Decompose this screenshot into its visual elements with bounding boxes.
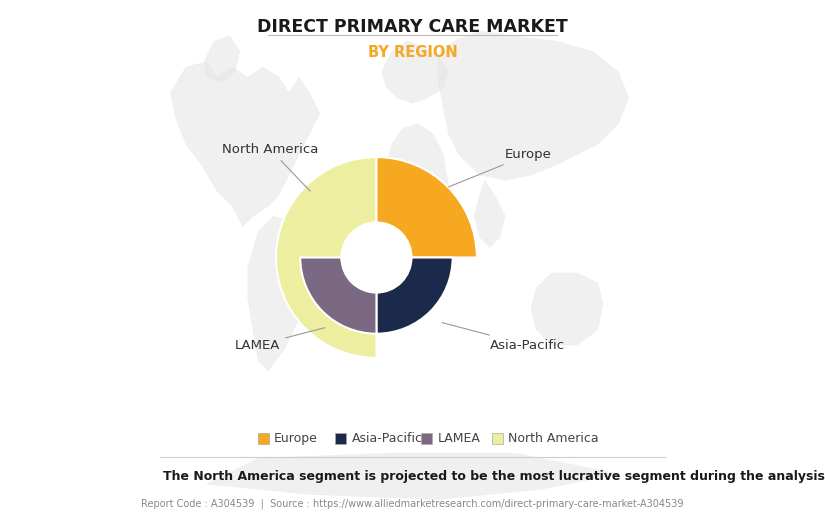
Polygon shape bbox=[171, 62, 320, 227]
Wedge shape bbox=[276, 157, 376, 358]
Polygon shape bbox=[248, 216, 314, 371]
Polygon shape bbox=[438, 31, 629, 180]
Text: Europe: Europe bbox=[449, 148, 552, 187]
Polygon shape bbox=[382, 124, 449, 288]
Text: DIRECT PRIMARY CARE MARKET: DIRECT PRIMARY CARE MARKET bbox=[257, 18, 568, 36]
FancyBboxPatch shape bbox=[421, 433, 432, 444]
Text: North America: North America bbox=[222, 143, 318, 191]
FancyBboxPatch shape bbox=[492, 433, 503, 444]
Polygon shape bbox=[531, 273, 603, 345]
Text: Asia-Pacific: Asia-Pacific bbox=[351, 432, 422, 445]
Text: North America: North America bbox=[508, 432, 599, 445]
Text: BY REGION: BY REGION bbox=[368, 45, 457, 60]
Polygon shape bbox=[204, 36, 240, 82]
Text: Europe: Europe bbox=[274, 432, 318, 445]
FancyBboxPatch shape bbox=[257, 433, 269, 444]
Text: The North America segment is projected to be the most lucrative segment during t: The North America segment is projected t… bbox=[163, 470, 825, 483]
Text: Asia-Pacific: Asia-Pacific bbox=[442, 322, 565, 352]
FancyBboxPatch shape bbox=[335, 433, 346, 444]
Wedge shape bbox=[300, 258, 376, 334]
Text: LAMEA: LAMEA bbox=[437, 432, 480, 445]
Circle shape bbox=[342, 222, 412, 293]
Polygon shape bbox=[474, 180, 505, 247]
Polygon shape bbox=[206, 453, 619, 500]
Wedge shape bbox=[376, 258, 453, 334]
Wedge shape bbox=[376, 157, 477, 258]
Polygon shape bbox=[382, 41, 449, 103]
Text: LAMEA: LAMEA bbox=[235, 328, 325, 352]
Text: Report Code : A304539  |  Source : https://www.alliedmarketresearch.com/direct-p: Report Code : A304539 | Source : https:/… bbox=[141, 499, 684, 509]
